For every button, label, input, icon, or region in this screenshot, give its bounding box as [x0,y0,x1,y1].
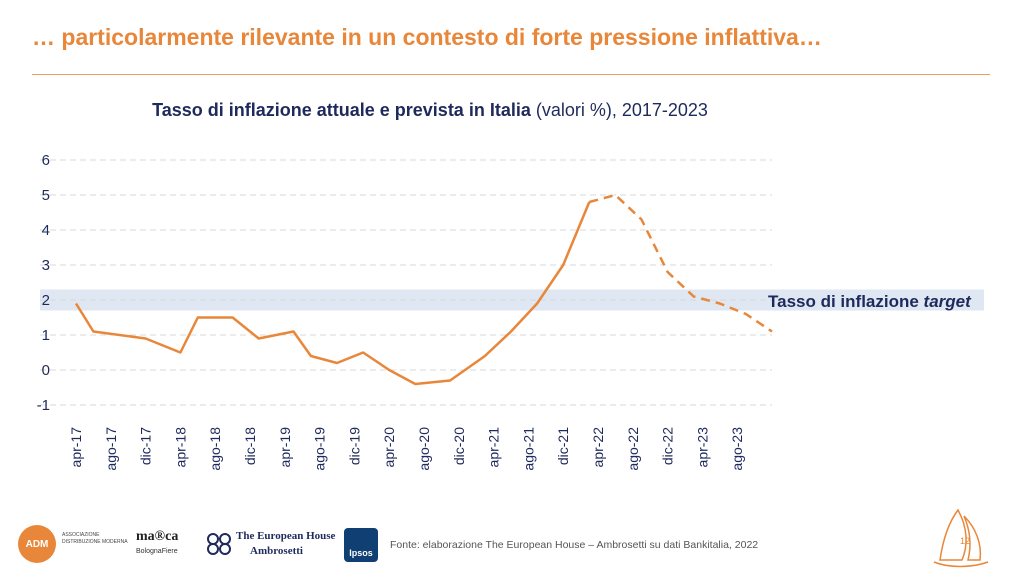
european-house-mark-icon [207,533,231,555]
chart-title: Tasso di inflazione attuale e prevista i… [0,100,860,121]
x-tick-label: ago-18 [207,427,223,471]
x-tick-label: dic-19 [346,427,362,465]
source-note: Fonte: elaborazione The European House –… [390,539,759,551]
x-tick-label: ago-22 [625,427,641,471]
y-tick-label: 6 [42,152,50,169]
y-tick-label: 1 [42,327,50,344]
y-tick-label: 3 [42,257,50,274]
y-tick-label: 5 [42,187,50,204]
y-tick-label: 2 [42,292,50,309]
target-label-italic: target [923,292,971,311]
actual-series-line [74,201,591,386]
forecast-series-line [588,193,773,333]
x-tick-label: dic-22 [660,427,676,465]
x-tick-label: apr-18 [172,427,188,468]
inflation-line-chart: -1 0 1 2 3 4 5 6 apr-17 ago-17 dic-17 apr-18 ago-18 d… [37,152,984,471]
y-tick-label: 0 [42,362,50,379]
x-tick-label: apr-20 [381,427,397,468]
chart-title-main: Tasso di inflazione attuale e prevista i… [152,100,531,120]
x-tick-label: dic-21 [555,427,571,465]
x-tick-label: ago-19 [312,427,328,471]
european-house-logo-line1: The European House [236,530,336,542]
page-number: 12 [960,536,971,546]
x-tick-label: ago-23 [729,427,745,471]
x-tick-label: ago-21 [520,427,536,471]
european-house-logo-line2: Ambrosetti [250,545,303,557]
ipsos-logo: Ipsos [344,528,378,562]
y-tick-label: -1 [37,397,50,414]
bolognafiere-logo: BolognaFiere [136,548,178,555]
target-inflation-label: Tasso di inflazione target [768,292,971,312]
adm-logo-subtitle: ASSOCIAZIONE DISTRIBUZIONE MODERNA [62,532,128,545]
x-tick-label: apr-19 [277,427,293,468]
sail-logo-icon [933,508,989,568]
x-tick-label: ago-17 [103,427,119,471]
x-tick-label: apr-17 [68,427,84,468]
chart-title-units: (valori %), 2017-2023 [530,100,708,120]
y-tick-label: 4 [42,222,50,239]
x-tick-label: apr-21 [486,427,502,468]
x-tick-label: dic-20 [451,427,467,465]
adm-logo: ADM [18,525,56,563]
x-tick-label: dic-18 [242,427,258,465]
x-tick-label: ago-20 [416,427,432,471]
slide-title: … particolarmente rilevante in un contes… [32,24,822,50]
title-divider [32,74,990,75]
marca-logo: ma®ca [136,529,179,544]
target-label-text: Tasso di inflazione [768,292,924,311]
x-tick-label: apr-22 [590,427,606,468]
x-tick-label: apr-23 [694,427,710,468]
x-tick-label: dic-17 [138,427,154,465]
